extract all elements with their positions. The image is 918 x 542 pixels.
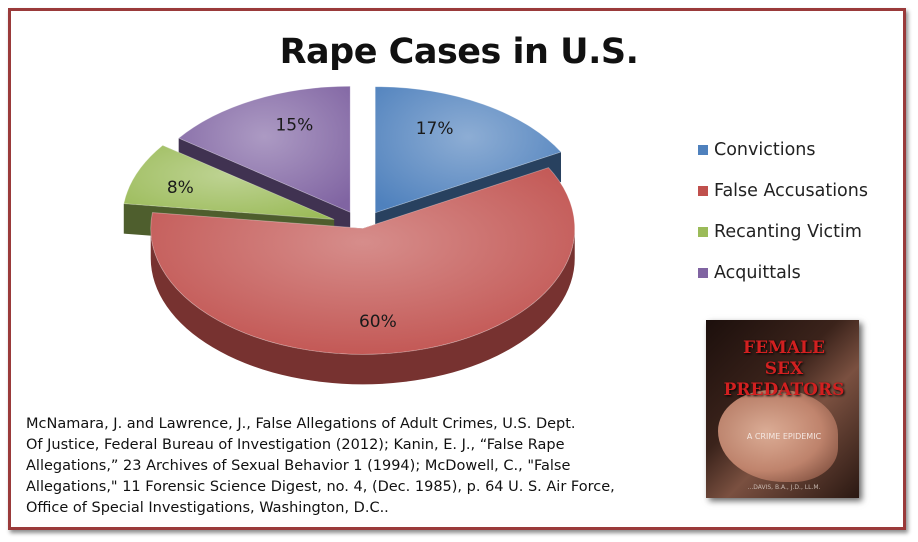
pie-slice-edge-false-accusations: [150, 228, 575, 385]
citation-line: Office of Special Investigations, Washin…: [26, 500, 389, 516]
book-cover-image: FEMALE SEX PREDATORS A CRIME EPIDEMIC ..…: [706, 320, 859, 498]
legend-swatch-false-accusations: [698, 186, 708, 196]
data-label-false-accusations: 60%: [359, 312, 397, 332]
legend-label-acquittals: Acquittals: [714, 263, 801, 283]
citation-text: McNamara, J. and Lawrence, J., False All…: [26, 414, 676, 519]
data-label-acquittals: 15%: [275, 116, 313, 136]
legend-item-false-accusations: False Accusations: [698, 181, 868, 201]
legend-item-convictions: Convictions: [698, 140, 868, 160]
legend-label-recanting-victim: Recanting Victim: [714, 222, 862, 242]
pie-slice-false-accusations: [150, 167, 576, 355]
legend-item-acquittals: Acquittals: [698, 263, 868, 283]
handcuffed-hands-illustration: [718, 390, 838, 482]
pie-slice-recanting-victim: [123, 144, 335, 220]
legend-item-recanting-victim: Recanting Victim: [698, 222, 868, 242]
pie-slice-acquittals: [177, 85, 351, 213]
data-label-convictions: 17%: [416, 119, 454, 139]
book-subtitle: A CRIME EPIDEMIC: [746, 432, 822, 441]
citation-line: McNamara, J. and Lawrence, J., False All…: [26, 416, 576, 432]
chart-legend: Convictions False Accusations Recanting …: [698, 140, 868, 304]
citation-line: Allegations," 11 Forensic Science Digest…: [26, 479, 615, 495]
book-title: FEMALE SEX PREDATORS: [723, 338, 845, 400]
chart-title: Rape Cases in U.S.: [279, 32, 639, 72]
legend-swatch-convictions: [698, 145, 708, 155]
pie-slice-convictions: [374, 86, 562, 214]
legend-swatch-recanting-victim: [698, 227, 708, 237]
citation-line: Allegations,” 23 Archives of Sexual Beha…: [26, 458, 571, 474]
legend-label-convictions: Convictions: [714, 140, 816, 160]
legend-label-false-accusations: False Accusations: [714, 181, 868, 201]
citation-line: Of Justice, Federal Bureau of Investigat…: [26, 437, 565, 453]
legend-swatch-acquittals: [698, 268, 708, 278]
book-author: ...DAVIS, B.A., J.D., LL.M.: [747, 484, 821, 491]
data-label-recanting-victim: 8%: [167, 178, 194, 198]
